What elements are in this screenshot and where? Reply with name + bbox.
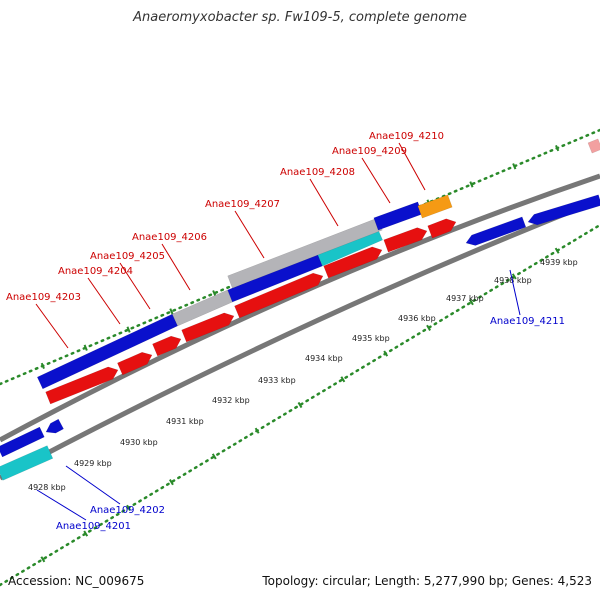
tick-label: 4937 kbp (446, 294, 484, 303)
gene-label-leader (35, 303, 69, 349)
backbone-outer (0, 173, 600, 443)
backbone-inner (0, 197, 600, 481)
tick-label: 4938 kbp (494, 276, 532, 285)
gene-arrow-blue-1 (36, 313, 179, 390)
gene-arrow-red-3 (152, 335, 182, 357)
gene-arrow-cyan-2 (0, 445, 54, 481)
gene-arrow-blue-5 (527, 194, 600, 226)
tick-label: 4934 kbp (305, 354, 343, 363)
gene-arrow-red-5 (234, 272, 324, 319)
gene-arrow-red-7 (383, 227, 428, 253)
gene-labels: Anae109_4203 Anae109_4204 Anae109_4205 Anae… (6, 131, 565, 532)
tick-label: 4931 kbp (166, 417, 204, 426)
gene-label-leader (361, 157, 391, 204)
gene-arrow-blue-4 (465, 216, 527, 246)
tick-label: 4930 kbp (120, 438, 158, 447)
tick-label: 4929 kbp (74, 459, 112, 468)
gene-arrow-red-8 (427, 218, 457, 239)
gene-arrow-red-2 (117, 351, 153, 376)
gene-label-leader (87, 277, 121, 325)
gene-label: Anae109_4205 (90, 251, 165, 262)
gene-label-leader (119, 262, 151, 310)
inner-dot-track (0, 223, 600, 587)
backbones (0, 173, 600, 481)
gene-label-leader (398, 142, 426, 191)
gene-label: Anae109_4206 (132, 232, 207, 243)
tick-label: 4939 kbp (540, 258, 578, 267)
gene-label: Anae109_4209 (332, 146, 407, 157)
gene-label-leader (309, 178, 339, 227)
tick-label: 4932 kbp (212, 396, 250, 405)
gene-arrow-blue-6 (0, 426, 45, 458)
gene-features (0, 138, 600, 481)
gene-label: Anae109_4203 (6, 292, 81, 303)
gene-label: Anae109_4210 (369, 131, 444, 142)
gene-label-leader (509, 269, 521, 316)
gene-label: Anae109_4201 (56, 521, 131, 532)
gene-arrow-orange (417, 194, 453, 219)
gene-label: Anae109_4204 (58, 266, 133, 277)
genome-summary-text: Topology: circular; Length: 5,277,990 bp… (262, 574, 592, 588)
map-title: Anaeromyxobacter sp. Fw109-5, complete g… (133, 10, 467, 25)
tick-label: 4935 kbp (352, 334, 390, 343)
tick-label: 4933 kbp (258, 376, 296, 385)
gene-label-leader (65, 465, 121, 505)
gene-arrow-red-1 (45, 366, 119, 405)
gene-label: Anae109_4208 (280, 167, 355, 178)
gene-label-leader (36, 489, 87, 521)
gene-label-leader (161, 243, 191, 291)
gene-label-leader (234, 210, 265, 259)
gene-arrow-blue-7 (45, 418, 64, 434)
gene-arrow-red-4 (181, 312, 235, 343)
tick-label: 4928 kbp (28, 483, 66, 492)
gene-label: Anae109_4211 (490, 316, 565, 327)
gene-label: Anae109_4207 (205, 199, 280, 210)
gene-label: Anae109_4202 (90, 505, 165, 516)
gene-arrow-red-6 (323, 246, 383, 279)
accession-text: Accession: NC_009675 (8, 574, 145, 588)
tick-label: 4936 kbp (398, 314, 436, 323)
gene-arrow-pink (587, 138, 600, 154)
tick-labels: 4928 kbp 4929 kbp 4930 kbp 4931 kbp 4932 kbp… (28, 258, 578, 492)
gene-arrow-blue-3 (373, 201, 423, 231)
gene-arrow-gray-1 (172, 289, 233, 327)
